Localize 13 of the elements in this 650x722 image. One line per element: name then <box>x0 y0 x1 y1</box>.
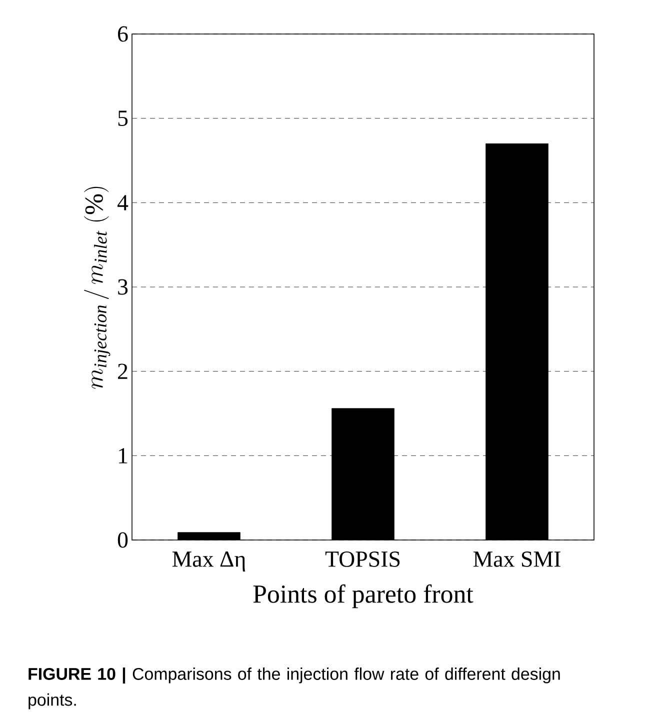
y-tick-label: 3 <box>118 279 128 295</box>
y-tick-label: 0 <box>118 532 128 548</box>
x-tick-label: TOPSIS <box>325 552 400 567</box>
y-tick-label: 5 <box>118 110 128 126</box>
text: FIGURE 10 | Comparisons of the injection flow rate of different design points. <box>28 668 560 710</box>
y-tick-label: 6 <box>118 26 128 42</box>
y-axis-title: $m_{\mathit{injection}}\,/\,m_{\mathit{inlet}}\;(\%)$ <box>84 186 110 389</box>
y-tick-label: 2 <box>118 364 128 379</box>
x-tick-label: Max SMI <box>473 552 560 567</box>
y-tick-label: 4 <box>117 195 128 210</box>
x-tick-label: Max Δη <box>172 552 246 572</box>
x-axis-title: Points of pareto front <box>253 584 474 608</box>
y-tick-label: 1 <box>119 448 128 464</box>
